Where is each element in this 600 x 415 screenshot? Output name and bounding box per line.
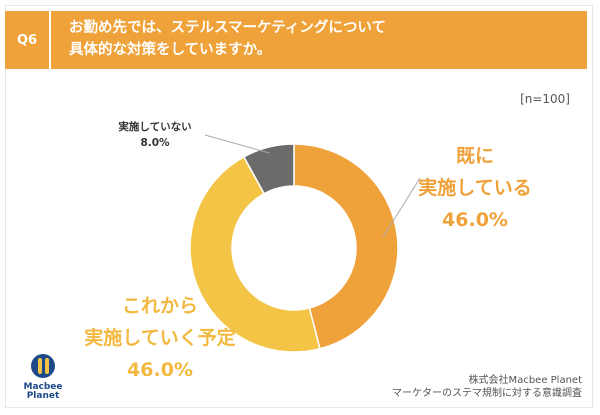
source-note: 株式会社Macbee Planet マーケターのステマ規制に対する意識調査 [392, 374, 582, 400]
label-planned-line-1: これから [121, 295, 198, 317]
leader-line-implemented [382, 177, 421, 237]
slice-not-implemented [242, 143, 295, 195]
source-line-2: マーケターのステマ規制に対する意識調査 [392, 388, 582, 399]
label-implemented: 既に 実施している 46.0% [400, 140, 550, 236]
slide-frame [5, 5, 593, 408]
logo-line-2: Planet [26, 391, 60, 401]
label-planned-line-2: 実施していく予定 [84, 327, 236, 349]
slice-planned [189, 155, 321, 353]
label-implemented-value: 46.0% [442, 209, 508, 231]
macbee-logo-icon [31, 354, 55, 378]
source-line-1: 株式会社Macbee Planet [468, 375, 582, 386]
question-line-1: お勤め先では、ステルスマーケティングについて [69, 20, 386, 36]
question-header: Q6 お勤め先では、ステルスマーケティングについて 具体的な対策をしていますか。 [5, 11, 587, 69]
sample-size-label: [n=100] [520, 92, 570, 106]
label-implemented-line-2: 実施している [418, 177, 532, 199]
leader-line-not-implemented [204, 134, 270, 154]
slice-implemented [293, 143, 399, 350]
question-text: お勤め先では、ステルスマーケティングについて 具体的な対策をしていますか。 [51, 11, 587, 69]
question-number: Q6 [5, 11, 51, 69]
company-logo: Macbee Planet [18, 353, 68, 401]
label-not-implemented-line-1: 実施していない [118, 121, 192, 133]
label-planned-value: 46.0% [127, 359, 193, 381]
label-implemented-line-1: 既に [455, 145, 494, 167]
label-planned: これから 実施していく予定 46.0% [70, 290, 250, 386]
label-not-implemented-value: 8.0% [140, 137, 170, 149]
label-not-implemented: 実施していない 8.0% [100, 119, 210, 151]
logo-line-1: Macbee [23, 382, 63, 392]
question-line-2: 具体的な対策をしていますか。 [69, 42, 272, 58]
